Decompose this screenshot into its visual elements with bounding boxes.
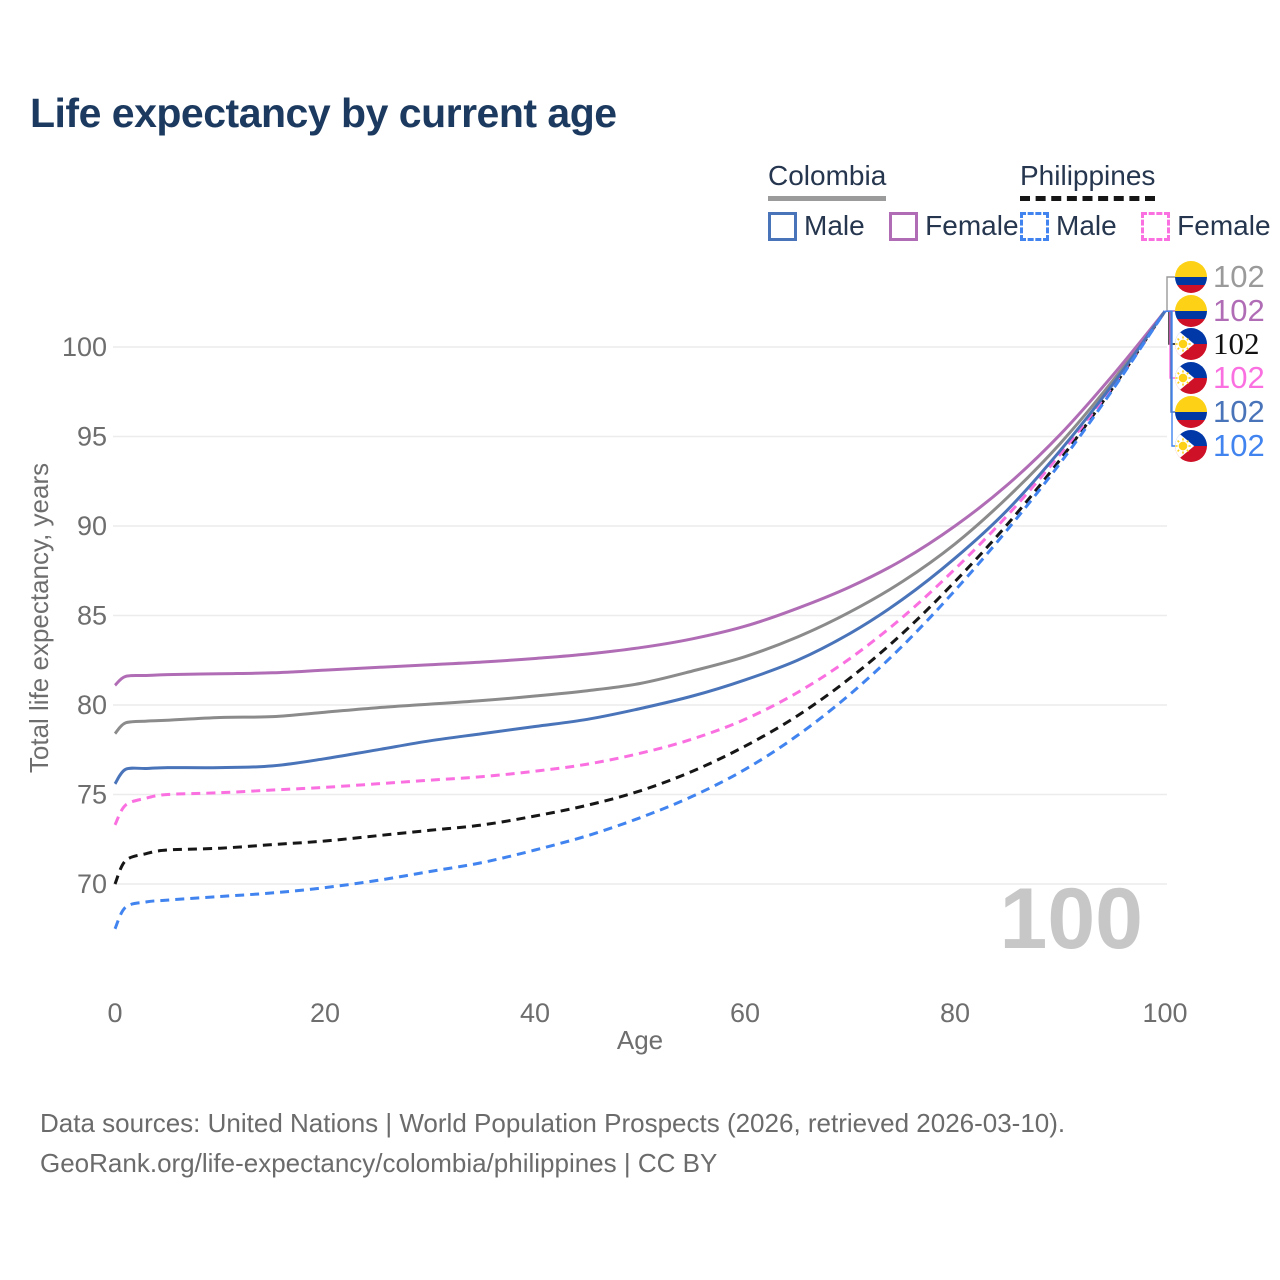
legend-item-label: Male	[1056, 210, 1117, 241]
flag-colombia-icon	[1175, 396, 1207, 428]
data-sources-text: Data sources: United Nations | World Pop…	[40, 1108, 1066, 1138]
flag-colombia-icon	[1175, 261, 1207, 293]
series-line-philippines[interactable]	[113, 310, 1167, 885]
legend-group-title-colombia[interactable]: Colombia	[768, 160, 887, 201]
legend-item-label: Female	[925, 210, 1019, 241]
legend: Colombia Male Female Philippines Male	[0, 160, 1280, 250]
legend-item-label: Female	[1177, 210, 1271, 241]
series-line-colombia-female[interactable]	[113, 310, 1167, 687]
y-tick-label: 90	[77, 511, 107, 541]
flag-philippines-icon	[1175, 328, 1207, 360]
y-tick-label: 75	[77, 780, 107, 810]
y-tick-label: 80	[77, 690, 107, 720]
end-label: 102	[1213, 428, 1265, 463]
legend-items-colombia: Male Female	[768, 210, 1039, 246]
x-tick-label: 20	[310, 998, 340, 1028]
watermark: 100	[1000, 871, 1144, 967]
x-tick-label: 0	[107, 998, 122, 1028]
y-tick-label: 100	[62, 332, 107, 362]
page-title: Life expectancy by current age	[30, 90, 617, 136]
y-tick-label: 85	[77, 601, 107, 631]
philippines-male-swatch-icon	[1020, 211, 1049, 241]
flag-colombia-icon	[1175, 295, 1207, 327]
colombia-male-swatch-icon	[768, 211, 797, 241]
colombia-female-swatch-icon	[889, 211, 919, 241]
end-label: 102	[1213, 394, 1265, 429]
x-axis-title: Age	[617, 1025, 663, 1055]
series-line-colombia[interactable]	[113, 310, 1167, 735]
end-label: 102	[1213, 360, 1265, 395]
end-label: 102	[1213, 293, 1265, 328]
legend-items-philippines: Male Female	[1020, 210, 1280, 246]
legend-item-label: Male	[804, 210, 865, 241]
series-line-colombia-male[interactable]	[113, 310, 1167, 785]
flag-philippines-icon	[1175, 362, 1207, 394]
legend-group-colombia: Colombia Male Female	[768, 160, 1039, 246]
legend-item-colombia-male[interactable]: Male	[768, 210, 865, 242]
legend-item-philippines-female[interactable]: Female	[1141, 210, 1271, 242]
legend-group-title-philippines[interactable]: Philippines	[1020, 160, 1156, 201]
attribution-text: GeoRank.org/life-expectancy/colombia/phi…	[40, 1148, 718, 1178]
philippines-female-swatch-icon	[1141, 211, 1171, 241]
y-tick-label: 95	[77, 422, 107, 452]
series-line-philippines-female[interactable]	[113, 310, 1167, 826]
y-tick-label: 70	[77, 869, 107, 899]
x-tick-label: 80	[940, 998, 970, 1028]
x-tick-label: 100	[1142, 998, 1187, 1028]
x-tick-label: 40	[520, 998, 550, 1028]
legend-item-philippines-male[interactable]: Male	[1020, 210, 1117, 242]
leader-line	[1165, 276, 1175, 312]
flag-philippines-icon	[1175, 430, 1207, 462]
end-label: 102	[1213, 326, 1260, 361]
legend-group-philippines: Philippines Male Female	[1020, 160, 1280, 246]
legend-item-colombia-female[interactable]: Female	[889, 210, 1019, 242]
end-label: 102	[1213, 259, 1265, 294]
y-axis-title: Total life expectancy, years	[24, 463, 54, 773]
x-tick-label: 60	[730, 998, 760, 1028]
leader-line	[1165, 310, 1175, 447]
series-line-philippines-male[interactable]	[113, 310, 1167, 930]
